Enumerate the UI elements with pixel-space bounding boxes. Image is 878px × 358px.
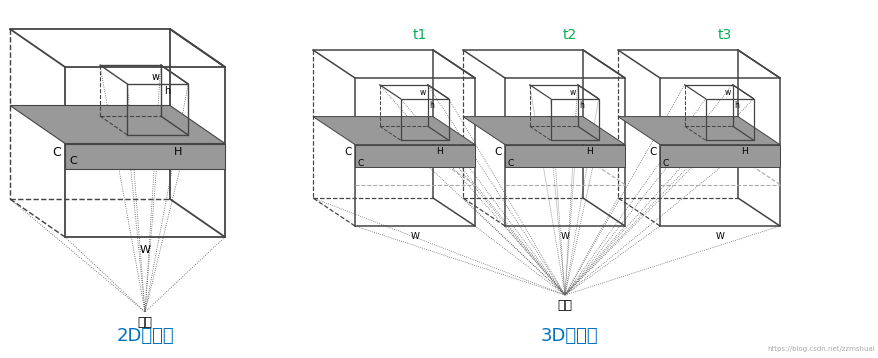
Polygon shape <box>65 144 225 169</box>
Polygon shape <box>659 145 779 167</box>
Text: 输出: 输出 <box>137 316 152 329</box>
Text: C: C <box>344 147 351 157</box>
Text: W: W <box>560 232 569 241</box>
Polygon shape <box>355 145 474 167</box>
Polygon shape <box>617 117 779 145</box>
Polygon shape <box>10 106 225 144</box>
Text: t3: t3 <box>717 28 731 42</box>
Text: C: C <box>649 147 656 157</box>
Text: 2D卷积核: 2D卷积核 <box>116 327 174 345</box>
Text: H: H <box>174 147 182 157</box>
Text: https://blog.csdn.net/zzmshuai: https://blog.csdn.net/zzmshuai <box>766 346 874 352</box>
Text: W: W <box>140 245 150 255</box>
Text: C: C <box>68 155 76 165</box>
Text: w: w <box>152 72 160 82</box>
Text: h: h <box>429 101 434 110</box>
Text: C: C <box>52 145 61 159</box>
Polygon shape <box>313 117 474 145</box>
Polygon shape <box>505 145 624 167</box>
Text: C: C <box>662 159 668 168</box>
Text: H: H <box>586 147 592 156</box>
Text: t1: t1 <box>413 28 427 42</box>
Text: C: C <box>494 147 501 157</box>
Text: 3D卷积核: 3D卷积核 <box>541 327 598 345</box>
Text: 输出: 输出 <box>557 299 572 312</box>
Polygon shape <box>463 117 624 145</box>
Text: w: w <box>569 88 575 97</box>
Text: h: h <box>163 86 169 96</box>
Text: h: h <box>579 101 584 110</box>
Text: W: W <box>410 232 419 241</box>
Text: t2: t2 <box>562 28 577 42</box>
Text: H: H <box>435 147 443 156</box>
Text: h: h <box>734 101 738 110</box>
Text: w: w <box>723 88 730 97</box>
Text: C: C <box>507 159 514 168</box>
Text: C: C <box>357 159 363 168</box>
Text: W: W <box>715 232 723 241</box>
Text: w: w <box>419 88 425 97</box>
Text: H: H <box>740 147 747 156</box>
